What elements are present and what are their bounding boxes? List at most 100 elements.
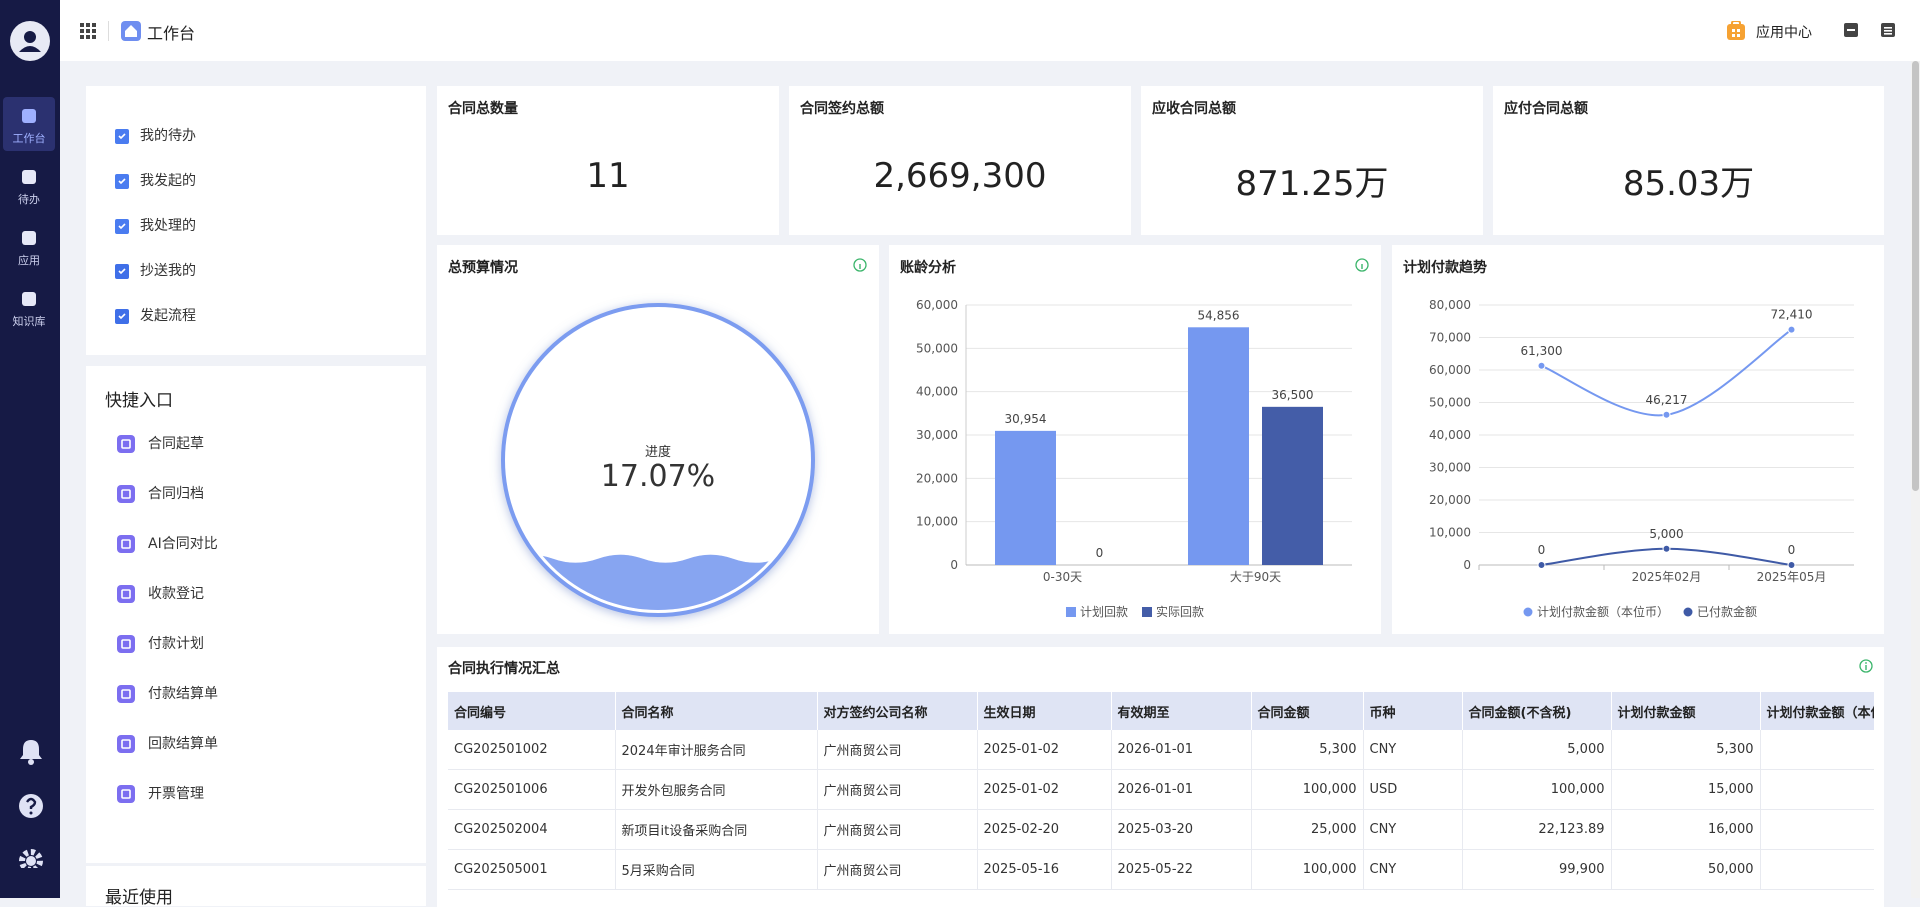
nav-item[interactable]: 应用 <box>3 219 55 273</box>
header-title: 工作台 <box>147 20 195 44</box>
icon-bg <box>117 585 135 603</box>
legend-marker <box>1066 607 1076 617</box>
column-header: 币种 <box>1363 692 1462 730</box>
quick-item[interactable]: 回款结算单 <box>148 732 218 756</box>
todo-panel: 我的待办我发起的我处理的抄送我的发起流程 <box>86 86 426 355</box>
stat-card: 合同签约总额2,669,300 <box>789 86 1131 235</box>
quick-icon <box>116 684 136 704</box>
todo-item[interactable]: 我处理的 <box>140 214 196 238</box>
quick-item[interactable]: 合同归档 <box>148 482 204 506</box>
app-center-link[interactable]: 应用中心 <box>1756 22 1812 42</box>
wave <box>437 555 879 617</box>
column-header: 计划付款金额（本位 <box>1760 692 1874 730</box>
column-header: 生效日期 <box>977 692 1111 730</box>
icon-bg <box>117 635 135 653</box>
cell: 22,123.89 <box>1462 810 1611 850</box>
recent-panel: 最近使用 <box>86 866 426 906</box>
avatar[interactable] <box>10 21 50 61</box>
column-header: 合同编号 <box>448 692 615 730</box>
stat-label: 合同总数量 <box>448 98 518 118</box>
legend-label[interactable]: 已付款金额 <box>1697 604 1757 619</box>
legend-label[interactable]: 计划付款金额（本位币） <box>1537 604 1669 619</box>
legend-label[interactable]: 计划回款 <box>1080 605 1128 619</box>
row[interactable]: CG2025050015月采购合同广州商贸公司2025-05-162025-05… <box>448 850 1874 890</box>
app-center-icon[interactable] <box>1727 21 1747 41</box>
nav-icon-shape <box>22 231 36 245</box>
stat-value: 85.03万 <box>1493 156 1884 205</box>
archive-icon[interactable] <box>1843 22 1859 38</box>
point <box>1538 562 1545 569</box>
cell: 2025-05-16 <box>977 850 1111 890</box>
stat-card: 应收合同总额871.25万 <box>1141 86 1483 235</box>
cell: 2026-01-01 <box>1111 770 1251 810</box>
info-icon[interactable] <box>1859 659 1873 673</box>
todo-icon <box>112 171 132 191</box>
table-wrap: 合同编号合同名称对方签约公司名称生效日期有效期至合同金额币种合同金额(不含税)计… <box>448 692 1874 907</box>
cell: 2025-05-22 <box>1111 850 1251 890</box>
quick-item[interactable]: AI合同对比 <box>148 532 218 556</box>
quick-icon <box>116 484 136 504</box>
bell-icon[interactable] <box>20 740 42 759</box>
cell: CG202501006 <box>448 770 615 810</box>
legend-marker <box>1142 607 1152 617</box>
y-tick-label: 40,000 <box>916 385 958 399</box>
header: 工作台 应用中心 <box>60 0 1920 61</box>
quick-item[interactable]: 付款结算单 <box>148 682 218 706</box>
gauge-label: 进度 <box>645 444 671 460</box>
home-icon <box>121 21 141 41</box>
cell: CG202501002 <box>448 730 615 770</box>
point <box>1788 326 1795 333</box>
legend-marker <box>1523 608 1532 617</box>
bar <box>995 431 1056 565</box>
scroll-thumb[interactable] <box>1912 61 1919 491</box>
quick-icon <box>116 734 136 754</box>
cell: 2025-03-20 <box>1111 810 1251 850</box>
cell: 100,000 <box>1251 770 1363 810</box>
quick-item[interactable]: 收款登记 <box>148 582 204 606</box>
quick-icon <box>116 784 136 804</box>
todo-item[interactable]: 我发起的 <box>140 169 196 193</box>
y-tick-label: 10,000 <box>1429 526 1471 540</box>
quick-item[interactable]: 付款计划 <box>148 632 204 656</box>
cell: 5,300 <box>1611 730 1760 770</box>
cell <box>1760 850 1874 890</box>
todo-item[interactable]: 发起流程 <box>140 304 196 328</box>
nav-icon-shape <box>22 292 36 306</box>
recent-title: 最近使用 <box>105 883 173 906</box>
point <box>1663 545 1670 552</box>
cell: 广州商贸公司 <box>817 810 977 850</box>
y-tick-label: 30,000 <box>916 428 958 442</box>
stat-card: 应付合同总额 85.03万 <box>1493 86 1884 235</box>
stat-label: 合同签约总额 <box>800 98 884 118</box>
row[interactable]: CG2025010022024年审计服务合同广州商贸公司2025-01-0220… <box>448 730 1874 770</box>
nav-item[interactable]: 知识库 <box>3 280 55 334</box>
apps-grid-icon[interactable] <box>80 23 96 39</box>
quick-item[interactable]: 开票管理 <box>148 782 204 806</box>
nav-item[interactable]: 待办 <box>3 158 55 212</box>
quick-item[interactable]: 合同起草 <box>148 432 204 456</box>
cell: 2025-01-02 <box>977 730 1111 770</box>
table-panel: 合同执行情况汇总 合同编号合同名称对方签约公司名称生效日期有效期至合同金额币种合… <box>437 647 1884 907</box>
nav-item[interactable]: 工作台 <box>3 97 55 151</box>
point <box>1538 362 1545 369</box>
quick-icon <box>116 584 136 604</box>
stat-label: 应收合同总额 <box>1152 98 1236 118</box>
row[interactable]: CG202502004新项目it设备采购合同广州商贸公司2025-02-2020… <box>448 810 1874 850</box>
row[interactable]: CG202501006开发外包服务合同广州商贸公司2025-01-022026-… <box>448 770 1874 810</box>
list-icon[interactable] <box>1880 22 1896 38</box>
nav-icon <box>20 290 38 308</box>
divider <box>108 21 109 41</box>
todo-item[interactable]: 抄送我的 <box>140 259 196 283</box>
cell: 广州商贸公司 <box>817 850 977 890</box>
legend-label[interactable]: 实际回款 <box>1156 604 1204 619</box>
legend-marker <box>1684 608 1693 617</box>
todo-item[interactable]: 我的待办 <box>140 124 196 148</box>
stat-label: 应付合同总额 <box>1504 98 1588 118</box>
cell: 5,300 <box>1251 730 1363 770</box>
cell: 99,900 <box>1462 850 1611 890</box>
y-tick-label: 70,000 <box>1429 331 1471 345</box>
cell: 广州商贸公司 <box>817 770 977 810</box>
cell: CG202505001 <box>448 850 615 890</box>
y-tick-label: 30,000 <box>1429 461 1471 475</box>
